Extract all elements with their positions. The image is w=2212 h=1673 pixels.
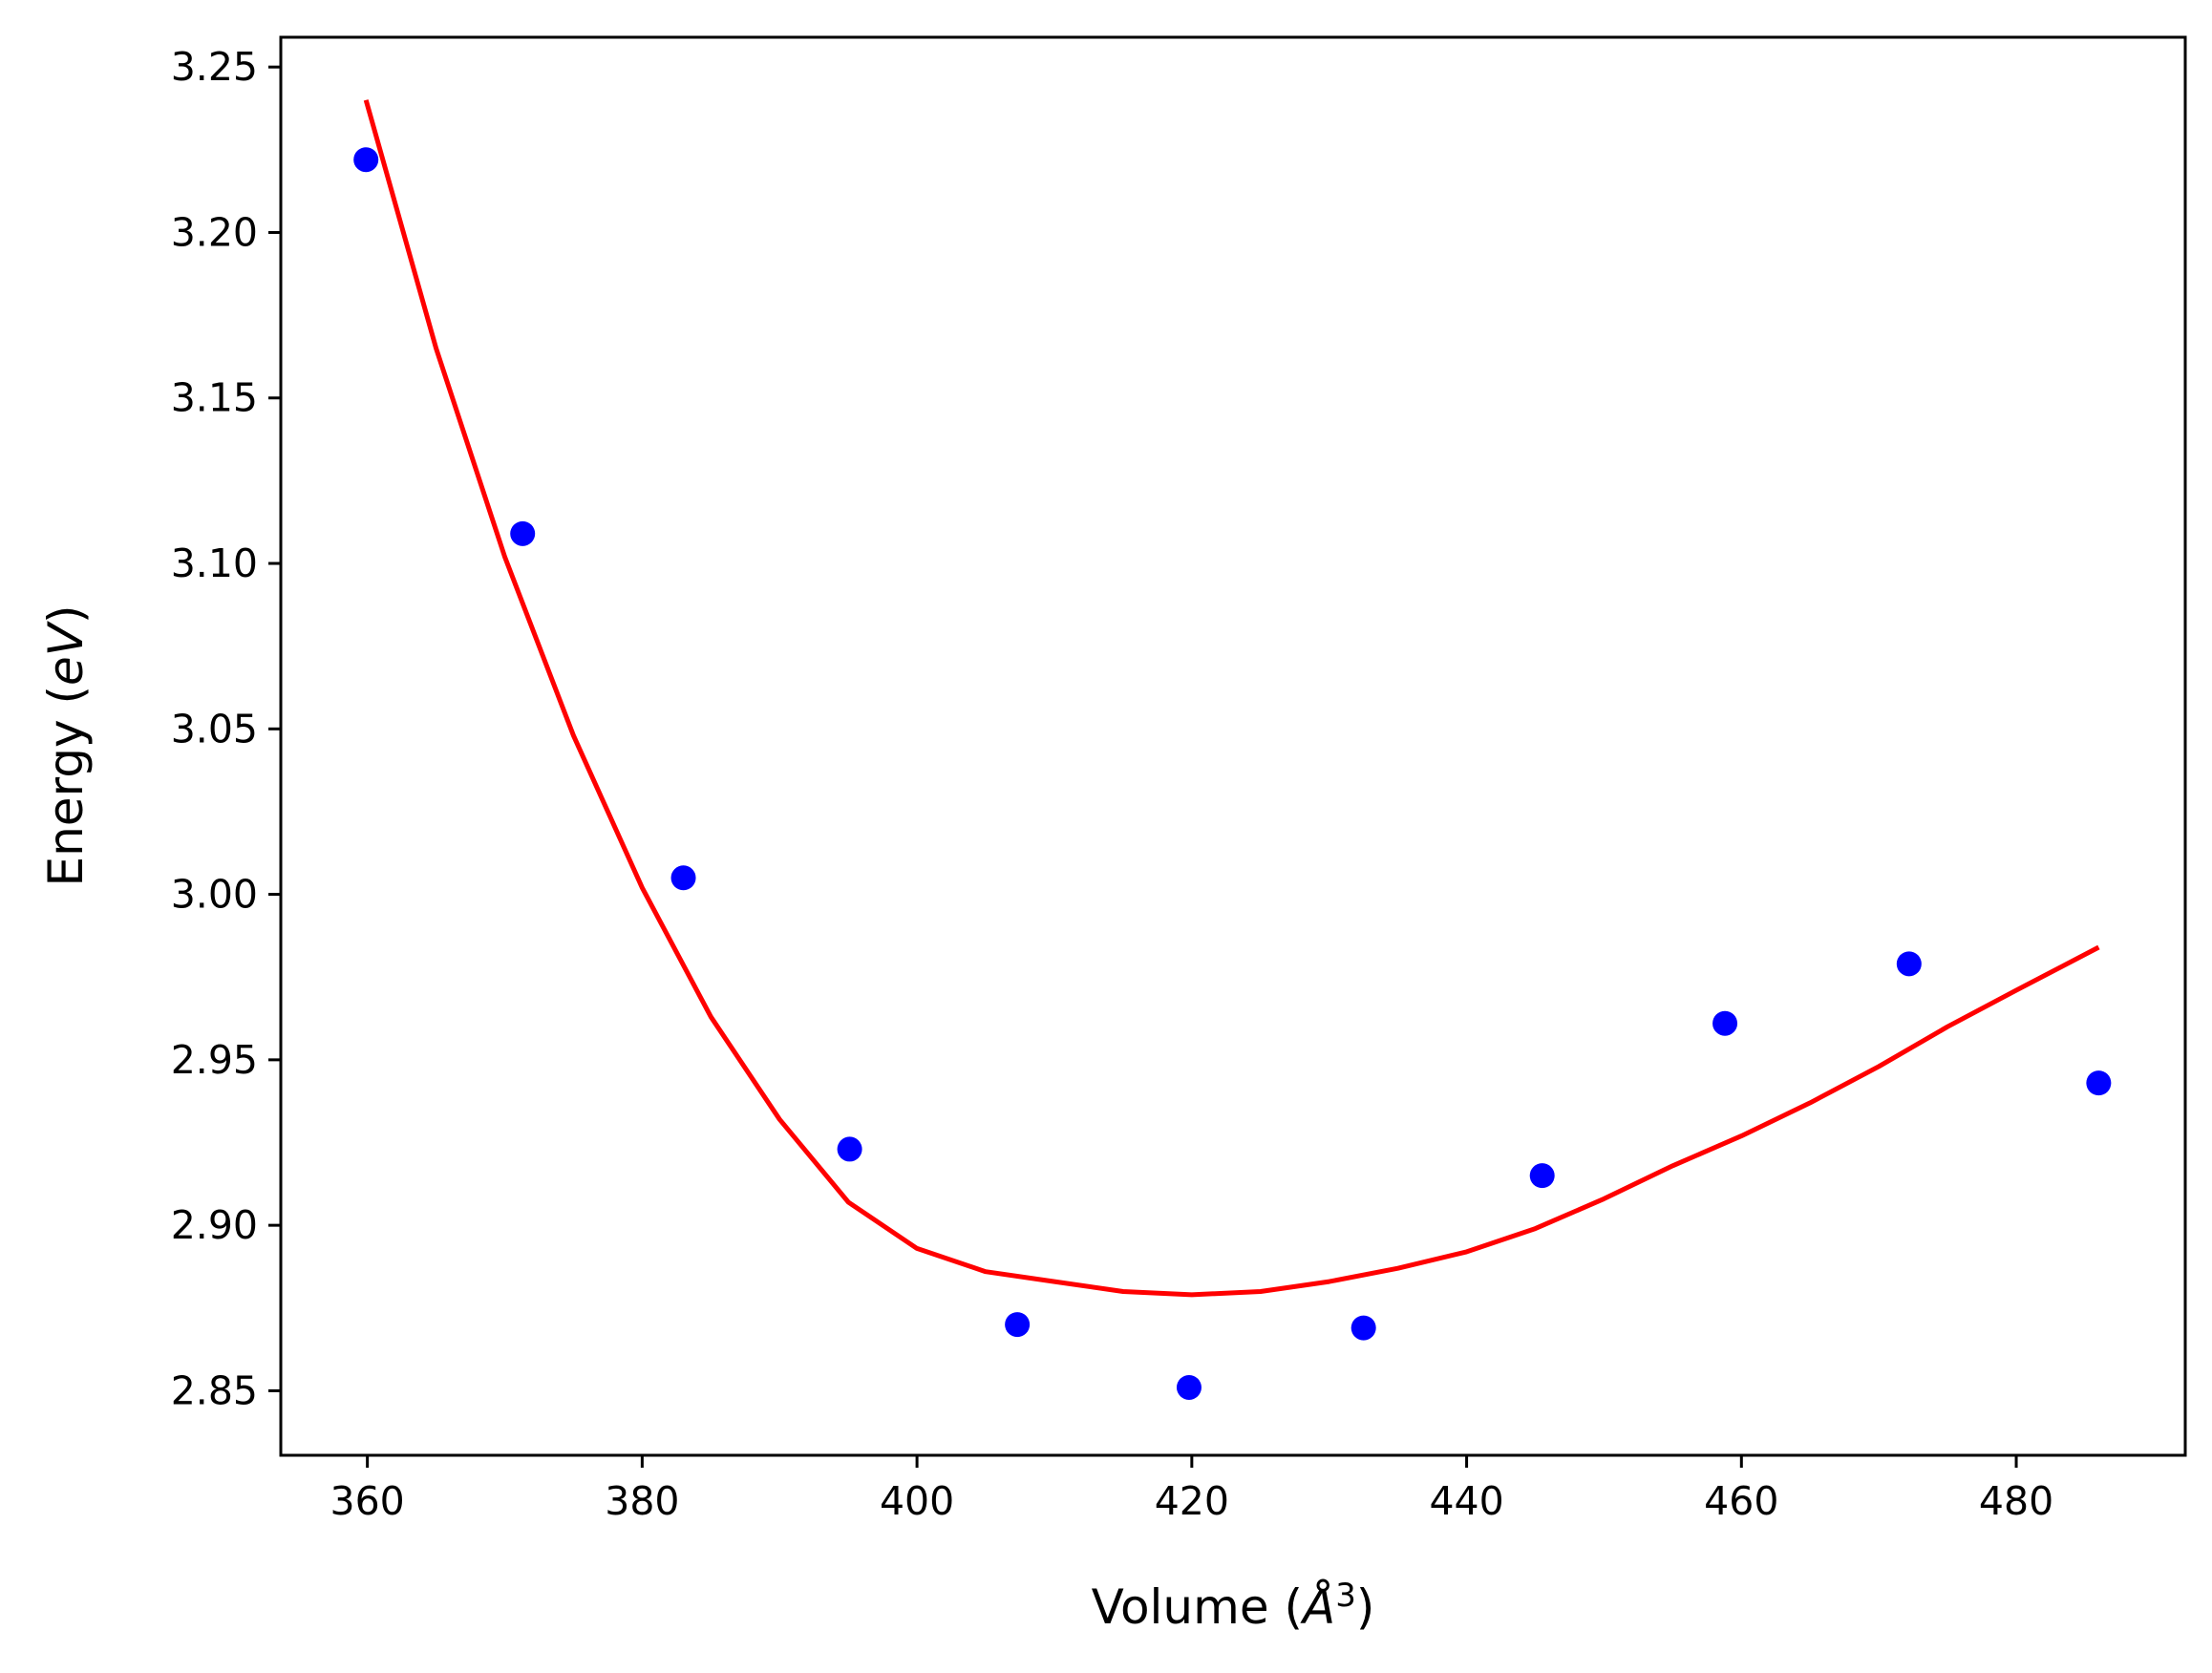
- data-point: [510, 520, 536, 546]
- x-axis-label-symbol: Å: [1300, 1579, 1335, 1635]
- x-tick-label: 380: [605, 1478, 679, 1524]
- y-tick-label: 2.85: [171, 1367, 258, 1413]
- axes-frame: [279, 35, 2187, 1457]
- y-tick-label: 3.00: [171, 872, 258, 918]
- data-point: [1176, 1374, 1202, 1400]
- y-tick-label: 3.10: [171, 540, 258, 586]
- data-point: [1896, 951, 1922, 977]
- x-axis-label-suffix: ): [1356, 1579, 1375, 1635]
- y-axis-label-suffix: ): [38, 605, 94, 625]
- fit-curve-line: [363, 99, 2100, 1298]
- data-point: [353, 147, 379, 173]
- y-tick-label: 3.15: [171, 375, 258, 421]
- y-tick-label: 2.90: [171, 1202, 258, 1248]
- data-point: [1529, 1163, 1555, 1189]
- data-point: [1351, 1315, 1376, 1341]
- x-axis-label-superscript: 3: [1335, 1577, 1356, 1615]
- x-axis-label-prefix: Volume (: [1092, 1579, 1303, 1635]
- data-point: [670, 865, 696, 891]
- y-tick-label: 3.20: [171, 209, 258, 255]
- series-layer: [353, 99, 2112, 1400]
- y-tick-label: 3.25: [171, 44, 258, 90]
- data-point: [837, 1136, 862, 1162]
- x-tick-label: 480: [1979, 1478, 2053, 1524]
- y-tick-label: 3.05: [171, 706, 258, 752]
- x-tick-label: 360: [330, 1478, 405, 1524]
- x-axis-ticks: 360 380 400 420 440 460 480: [330, 1455, 2053, 1524]
- x-tick-label: 440: [1429, 1478, 1503, 1524]
- x-tick-label: 400: [880, 1478, 954, 1524]
- y-axis-ticks: 2.85 2.90 2.95 3.00 3.05 3.10 3.15 3.20 3.25: [171, 44, 281, 1413]
- data-point: [2086, 1070, 2112, 1096]
- data-point: [1005, 1312, 1031, 1338]
- data-point: [1712, 1010, 1738, 1036]
- y-axis-label: Energy (eV): [38, 605, 94, 887]
- y-axis-label-prefix: Energy (: [38, 686, 94, 886]
- x-tick-label: 460: [1704, 1478, 1778, 1524]
- y-tick-label: 2.95: [171, 1037, 258, 1083]
- x-axis-label: Volume (Å3): [1092, 1577, 1375, 1635]
- y-axis-label-unit: eV: [38, 620, 94, 686]
- x-tick-label: 420: [1155, 1478, 1229, 1524]
